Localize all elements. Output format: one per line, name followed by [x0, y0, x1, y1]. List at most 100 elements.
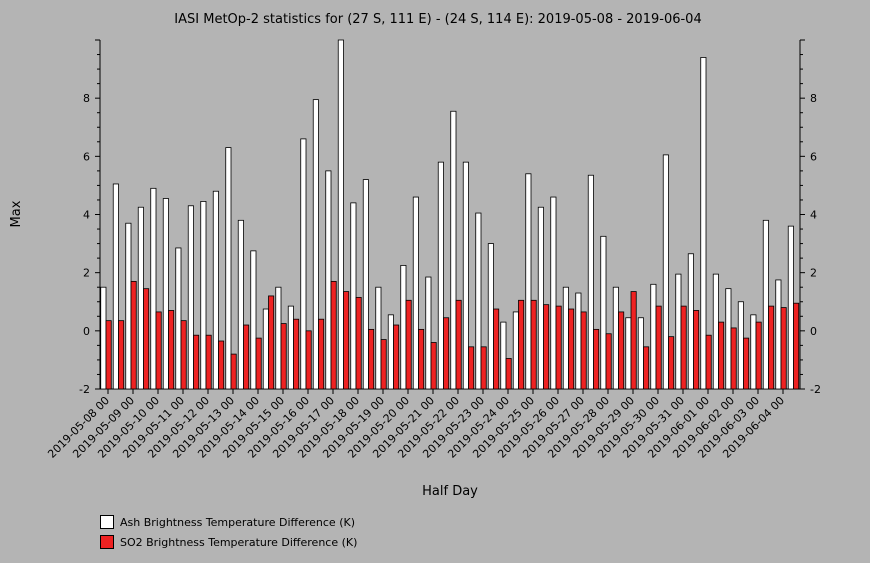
- ash-bar: [412, 196, 419, 390]
- so2-bar: [455, 299, 462, 390]
- chart-title: IASI MetOp-2 statistics for (27 S, 111 E…: [174, 12, 701, 27]
- so2-bar: [130, 280, 137, 390]
- so2-bar: [768, 305, 775, 390]
- ash-bar: [550, 196, 557, 390]
- so2-bar: [730, 327, 737, 390]
- so2-bar: [605, 333, 612, 390]
- so2-bar: [518, 299, 525, 390]
- ash-bar: [300, 138, 307, 390]
- ash-bar: [650, 283, 657, 390]
- ash-bar: [262, 308, 269, 390]
- so2-bar: [205, 334, 212, 390]
- ash-bar: [287, 305, 294, 390]
- y-tick-label-right: -2: [810, 383, 821, 396]
- ash-bar: [250, 250, 257, 390]
- y-tick-label-left: 4: [83, 209, 90, 222]
- so2-bar: [630, 291, 637, 390]
- ash-bar: [275, 286, 282, 390]
- ash-bar: [587, 174, 594, 390]
- ash-bar: [500, 321, 507, 390]
- ash-bar: [450, 110, 457, 390]
- so2-bar: [168, 310, 175, 390]
- ash-bar: [212, 190, 219, 390]
- ash-bar: [387, 314, 394, 390]
- ash-bar: [437, 161, 444, 390]
- so2-bar: [755, 321, 762, 390]
- so2-bar: [443, 317, 450, 390]
- ash-bar: [637, 317, 644, 390]
- legend-label-ash: Ash Brightness Temperature Difference (K…: [120, 515, 355, 529]
- so2-bar: [180, 320, 187, 390]
- ash-bar: [662, 154, 669, 390]
- ash-bar: [137, 206, 144, 390]
- so2-bar: [143, 288, 150, 390]
- ash-bar: [112, 183, 119, 390]
- ash-bar: [187, 205, 194, 390]
- ash-bar: [700, 57, 707, 390]
- ash-bar: [225, 147, 232, 390]
- ash-bar: [175, 247, 182, 390]
- ash-bar: [675, 273, 682, 390]
- y-axis-label: Max: [9, 200, 24, 227]
- ash-bar: [787, 225, 794, 390]
- so2-bar: [118, 320, 125, 390]
- ash-bar: [312, 99, 319, 390]
- so2-bar: [243, 324, 250, 390]
- ash-bar: [737, 301, 744, 390]
- ash-bar: [337, 39, 344, 390]
- y-tick-label-left: 2: [83, 267, 90, 280]
- so2-bar: [580, 311, 587, 390]
- so2-bar: [568, 308, 575, 390]
- so2-bar: [743, 337, 750, 390]
- so2-bar: [430, 342, 437, 390]
- so2-bar: [393, 324, 400, 390]
- so2-bar: [343, 291, 350, 390]
- so2-bar: [293, 318, 300, 390]
- so2-bar: [268, 295, 275, 390]
- legend-swatch-so2: [100, 535, 114, 549]
- so2-bar: [230, 353, 237, 390]
- so2-bar: [643, 346, 650, 390]
- ash-bar: [362, 179, 369, 390]
- ash-bar: [687, 253, 694, 390]
- ash-bar: [575, 292, 582, 390]
- legend: Ash Brightness Temperature Difference (K…: [100, 512, 357, 552]
- so2-bar: [705, 334, 712, 390]
- ash-bar: [425, 276, 432, 390]
- so2-bar: [593, 328, 600, 390]
- so2-bar: [543, 304, 550, 390]
- ash-bar: [512, 311, 519, 390]
- y-tick-label-right: 8: [810, 92, 817, 105]
- legend-swatch-ash: [100, 515, 114, 529]
- ash-bar: [487, 243, 494, 390]
- so2-bar: [480, 346, 487, 390]
- so2-bar: [468, 346, 475, 390]
- ash-bar: [237, 219, 244, 390]
- ash-bar: [525, 173, 532, 390]
- so2-bar: [105, 320, 112, 390]
- legend-label-so2: SO2 Brightness Temperature Difference (K…: [120, 535, 358, 549]
- ash-bar: [375, 286, 382, 390]
- x-axis-label: Half Day: [422, 484, 478, 499]
- ash-bar: [325, 170, 332, 390]
- so2-bar: [693, 310, 700, 390]
- ash-bar: [712, 273, 719, 390]
- so2-bar: [318, 318, 325, 390]
- y-tick-label-right: 0: [810, 325, 817, 338]
- ash-bar: [725, 288, 732, 390]
- ash-bar: [200, 201, 207, 390]
- y-tick-label-right: 4: [810, 209, 817, 222]
- ash-bar: [537, 206, 544, 390]
- so2-bar: [618, 311, 625, 390]
- ash-bar: [625, 317, 632, 390]
- so2-bar: [155, 311, 162, 390]
- so2-bar: [718, 321, 725, 390]
- ash-bar: [150, 187, 157, 390]
- y-tick-label-right: 2: [810, 267, 817, 280]
- so2-bar: [530, 299, 537, 390]
- y-tick-label-left: 0: [83, 325, 90, 338]
- so2-bar: [380, 339, 387, 390]
- ash-bar: [750, 314, 757, 390]
- so2-bar: [655, 305, 662, 390]
